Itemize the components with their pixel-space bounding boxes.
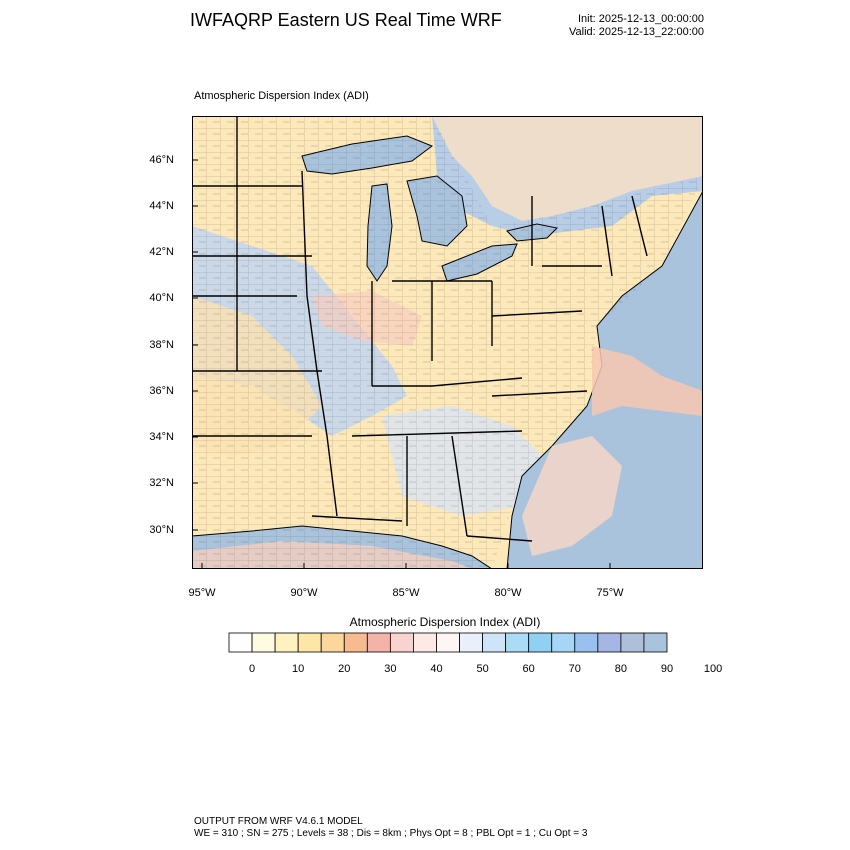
colorbar-swatch — [251, 632, 276, 653]
colorbar — [228, 632, 668, 653]
colorbar-tick-label: 50 — [476, 663, 489, 675]
colorbar-title: Atmospheric Dispersion Index (ADI) — [349, 615, 541, 629]
colorbar-swatch — [551, 632, 576, 653]
valid-time: Valid: 2025-12-13_22:00:00 — [569, 26, 704, 38]
colorbar-swatch — [389, 632, 414, 653]
colorbar-swatch — [643, 632, 668, 653]
colorbar-tick-label: 10 — [292, 663, 305, 675]
map-border — [192, 116, 703, 569]
run-times: Init: 2025-12-13_00:00:00 Valid: 2025-12… — [569, 13, 704, 39]
colorbar-tick-label: 90 — [660, 663, 674, 675]
colorbar-swatch — [436, 632, 460, 653]
lat-label-44n: 44°N — [149, 200, 174, 212]
lon-label-95w: 95°W — [188, 587, 216, 599]
lat-label-34n: 34°N — [149, 431, 174, 443]
colorbar-swatch — [620, 632, 645, 653]
map-ticks — [192, 159, 611, 569]
init-time: Init: 2025-12-13_00:00:00 — [578, 13, 704, 25]
lat-label-40n: 40°N — [149, 292, 174, 304]
colorbar-tick-label: 70 — [568, 663, 581, 675]
footer-model-line: OUTPUT FROM WRF V4.6.1 MODEL — [194, 816, 363, 827]
colorbar-swatch — [228, 632, 253, 653]
colorbar-swatch — [274, 632, 299, 653]
colorbar-swatch — [574, 632, 599, 653]
map-panel — [192, 116, 703, 569]
colorbar-swatch — [320, 632, 345, 653]
colorbar-swatch — [459, 632, 483, 653]
colorbar-tick-label: 80 — [614, 663, 628, 675]
colorbar-tick-label: 0 — [248, 663, 256, 675]
colorbar-tick-label: 40 — [430, 663, 443, 675]
colorbar-swatch — [366, 632, 391, 653]
map-title: Atmospheric Dispersion Index (ADI) — [194, 90, 369, 102]
lon-label-85w: 85°W — [392, 587, 420, 599]
colorbar-swatch — [597, 632, 622, 653]
colorbar-tick-label: 60 — [522, 663, 535, 675]
lat-label-38n: 38°N — [149, 339, 174, 351]
colorbar-swatch — [297, 632, 322, 653]
lat-label-46n: 46°N — [149, 154, 174, 166]
lon-label-90w: 90°W — [290, 587, 318, 599]
colorbar-swatch — [343, 632, 368, 653]
colorbar-swatch — [413, 632, 437, 653]
colorbar-tick-label: 100 — [703, 663, 723, 675]
page-title: IWFAQRP Eastern US Real Time WRF — [190, 10, 502, 30]
ocean-pink-band — [522, 436, 622, 556]
lon-label-80w: 80°W — [494, 587, 522, 599]
lon-label-75w: 75°W — [596, 587, 624, 599]
footer-config-line: WE = 310 ; SN = 275 ; Levels = 38 ; Dis … — [194, 828, 588, 839]
lat-label-36n: 36°N — [149, 385, 174, 397]
colorbar-swatch — [482, 632, 507, 653]
colorbar-tick-label: 20 — [338, 663, 351, 675]
colorbar-swatch — [505, 632, 530, 653]
lat-label-42n: 42°N — [149, 246, 174, 258]
footer: OUTPUT FROM WRF V4.6.1 MODEL WE = 310 ; … — [194, 816, 587, 840]
ocean-warm-band — [592, 346, 703, 416]
colorbar-swatch — [528, 632, 553, 653]
state-boundaries — [192, 116, 648, 542]
county-lines — [192, 116, 703, 569]
lat-label-30n: 30°N — [149, 524, 174, 536]
canada-land — [432, 116, 703, 221]
lat-label-32n: 32°N — [149, 477, 174, 489]
colorbar-tick-label: 30 — [384, 663, 397, 675]
